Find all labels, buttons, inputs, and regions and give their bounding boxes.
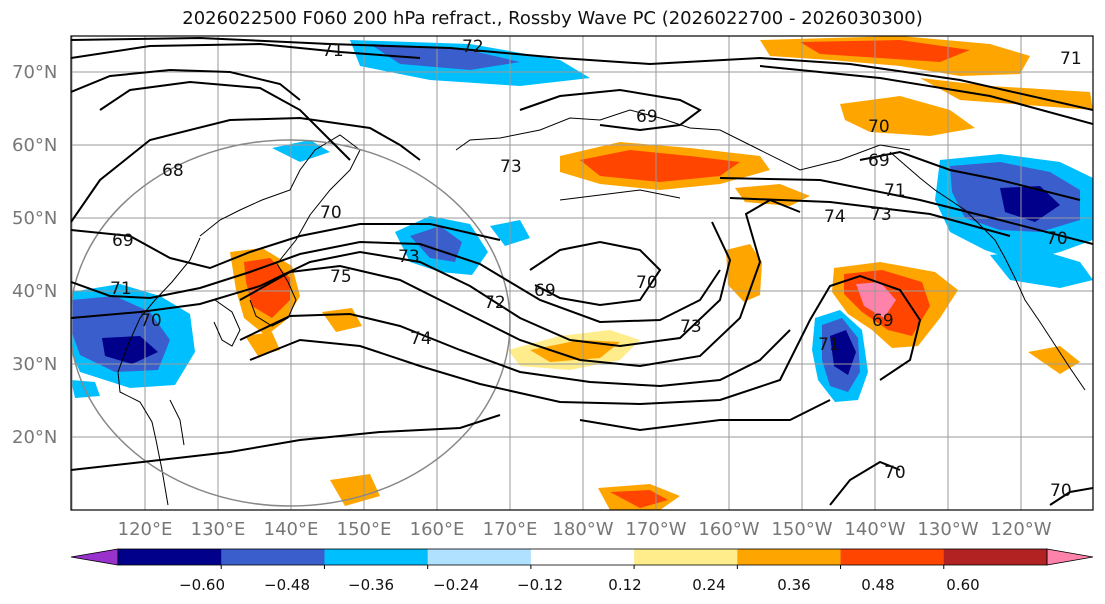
lon-label: 130°E — [191, 519, 246, 540]
contour-label: 74 — [824, 207, 846, 227]
lon-label: 160°E — [410, 519, 465, 540]
contour-label: 70 — [868, 117, 890, 137]
contour-label: 71 — [818, 335, 840, 355]
colorbar-segment — [840, 549, 945, 565]
contour-label: 68 — [162, 161, 184, 181]
positive-anomaly-fields — [230, 36, 1093, 510]
contour-label: 71 — [322, 41, 344, 61]
colorbar-segment — [427, 549, 532, 565]
colorbar-tick-label: −0.12 — [517, 576, 563, 594]
lon-label: 120°W — [990, 519, 1051, 540]
contour-label: 70 — [1050, 481, 1072, 501]
contour-label: 71 — [110, 279, 132, 299]
lon-label: 140°W — [844, 519, 905, 540]
lon-label: 160°W — [698, 519, 759, 540]
colorbar-segment — [737, 549, 842, 565]
contour-label: 69 — [636, 107, 658, 127]
great-circle-outline — [71, 139, 511, 507]
colorbar-tick-label: 0.36 — [777, 576, 810, 594]
contour-label: 70 — [140, 311, 162, 331]
contour-label: 69 — [534, 281, 556, 301]
colorbar-extend-low — [70, 548, 119, 566]
colorbar-segment — [634, 549, 738, 565]
contour-label: 69 — [868, 151, 890, 171]
contour-label: 71 — [1060, 49, 1082, 69]
lat-label: 20°N — [12, 427, 57, 448]
lon-label: 150°W — [771, 519, 832, 540]
colorbar-extend-high — [1046, 548, 1094, 566]
map-title: 2026022500 F060 200 hPa refract., Rossby… — [182, 8, 923, 29]
contour-label: 70 — [320, 203, 342, 223]
lon-label: 170°E — [483, 519, 538, 540]
colorbar-segment — [324, 549, 429, 565]
lon-label: 180°W — [552, 519, 613, 540]
lon-label: 120°E — [118, 519, 173, 540]
contour-label: 69 — [112, 231, 134, 251]
contour-label: 70 — [636, 273, 658, 293]
map-border — [70, 35, 1094, 511]
contour-label: 70 — [1046, 229, 1068, 249]
colorbar-tick-label: 0.60 — [946, 576, 979, 594]
colorbar-segment — [943, 549, 1048, 565]
contour-label: 72 — [484, 293, 506, 313]
latitude-labels: 70°N 60°N 50°N 40°N 30°N 20°N — [12, 62, 57, 448]
lon-label: 150°E — [337, 519, 392, 540]
contour-label: 73 — [870, 205, 892, 225]
colorbar-border — [117, 548, 1048, 566]
contour-label: 72 — [462, 37, 484, 57]
lon-label: 130°W — [917, 519, 978, 540]
colorbar-tick-label: −0.48 — [264, 576, 310, 594]
contour-label: 70 — [884, 463, 906, 483]
longitude-labels: 120°E 130°E 140°E 150°E 160°E 170°E 180°… — [118, 519, 1052, 540]
lat-label: 30°N — [12, 354, 57, 375]
lat-label: 70°N — [12, 62, 57, 83]
contour-label: 74 — [410, 329, 432, 349]
lon-label: 140°E — [264, 519, 319, 540]
colorbar-tick-label: −0.60 — [179, 576, 225, 594]
colorbar-tick-label: −0.36 — [348, 576, 394, 594]
colorbar-segment — [530, 549, 635, 565]
contour-label: 75 — [330, 267, 352, 287]
contour-label: 73 — [680, 317, 702, 337]
lon-label: 170°W — [625, 519, 686, 540]
colorbar-segment — [118, 549, 222, 565]
colorbar-tick-label: 0.24 — [692, 576, 725, 594]
contour-label: 73 — [398, 247, 420, 267]
colorbar-tick-labels: −0.60 −0.48 −0.36 −0.24 −0.12 0.12 0.24 … — [179, 576, 980, 594]
lat-label: 50°N — [12, 208, 57, 229]
colorbar-tick-label: 0.12 — [608, 576, 641, 594]
contour-label: 71 — [884, 181, 906, 201]
contour-label: 69 — [872, 311, 894, 331]
colorbar-ticks — [220, 565, 945, 569]
colorbar-tick-label: 0.48 — [861, 576, 894, 594]
colorbar-tick-label: −0.24 — [433, 576, 479, 594]
colorbar-segments — [70, 548, 1094, 566]
contour-labels: 72 71 71 73 70 69 68 69 70 69 71 73 74 7… — [110, 37, 1082, 501]
colorbar-segment — [221, 549, 325, 565]
lat-label: 60°N — [12, 135, 57, 156]
lat-label: 40°N — [12, 281, 57, 302]
map-area — [71, 36, 1093, 510]
refractivity-contours — [71, 36, 1093, 506]
colorbar: −0.60 −0.48 −0.36 −0.24 −0.12 0.12 0.24 … — [70, 548, 1094, 594]
contour-label: 73 — [500, 157, 522, 177]
